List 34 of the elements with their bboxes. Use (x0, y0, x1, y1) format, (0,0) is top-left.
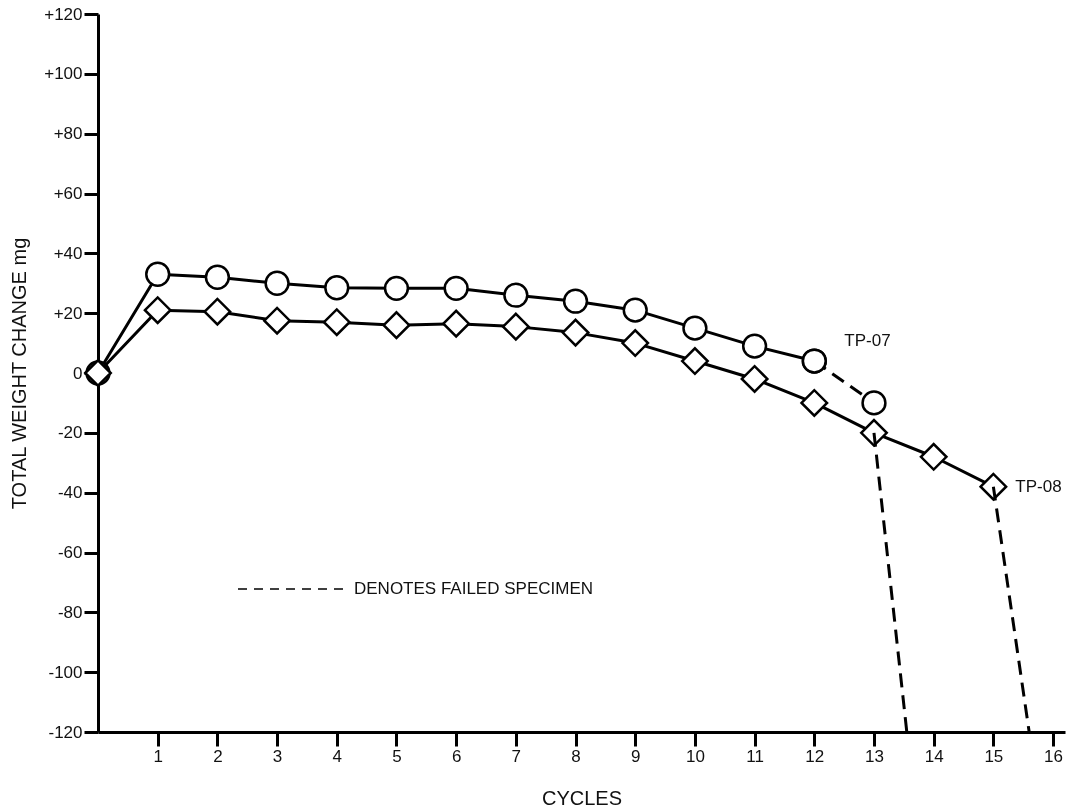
x-tick-label: 10 (685, 746, 705, 766)
y-tick-label: -100 (48, 662, 83, 682)
x-tick-label: 4 (332, 746, 342, 766)
x-tick-label: 1 (153, 746, 163, 766)
x-tick-label: 8 (571, 746, 581, 766)
x-tick-label: 14 (924, 746, 944, 766)
x-tick-label: 3 (272, 746, 283, 766)
y-tick-label: +60 (53, 184, 83, 203)
y-tick-label: +40 (53, 243, 83, 263)
y-tick-label: +100 (44, 64, 83, 84)
series-label: TP-07 (844, 331, 891, 351)
annotation: DENOTES FAILED SPECIMEN (354, 579, 593, 598)
x-tick-label: 15 (984, 746, 1004, 766)
x-tick-label: 13 (865, 746, 884, 766)
y-tick-label: +120 (44, 4, 83, 24)
x-tick-label: 2 (213, 746, 223, 766)
x-tick-label: 6 (451, 746, 462, 766)
y-tick-label: -40 (57, 483, 83, 503)
y-tick-label: -20 (57, 423, 83, 443)
y-axis-title: TOTAL WEIGHT CHANGE mg (8, 237, 31, 510)
y-tick-label: -60 (57, 543, 83, 562)
x-tick-label: 12 (805, 746, 825, 766)
x-tick-label: 5 (392, 746, 402, 766)
y-tick-label: -120 (48, 722, 83, 742)
x-tick-label: 11 (746, 746, 764, 766)
x-tick-label: 9 (630, 746, 641, 766)
y-tick-label: +20 (53, 303, 83, 323)
series-label: TP-08 (1015, 476, 1062, 496)
x-tick-label: 7 (511, 746, 522, 766)
x-tick-label: 16 (1044, 746, 1064, 766)
y-tick-label: +80 (53, 124, 83, 144)
x-axis-title: CYCLES (541, 786, 623, 807)
y-tick-label: 0 (73, 363, 83, 383)
y-tick-label: -80 (57, 602, 83, 622)
